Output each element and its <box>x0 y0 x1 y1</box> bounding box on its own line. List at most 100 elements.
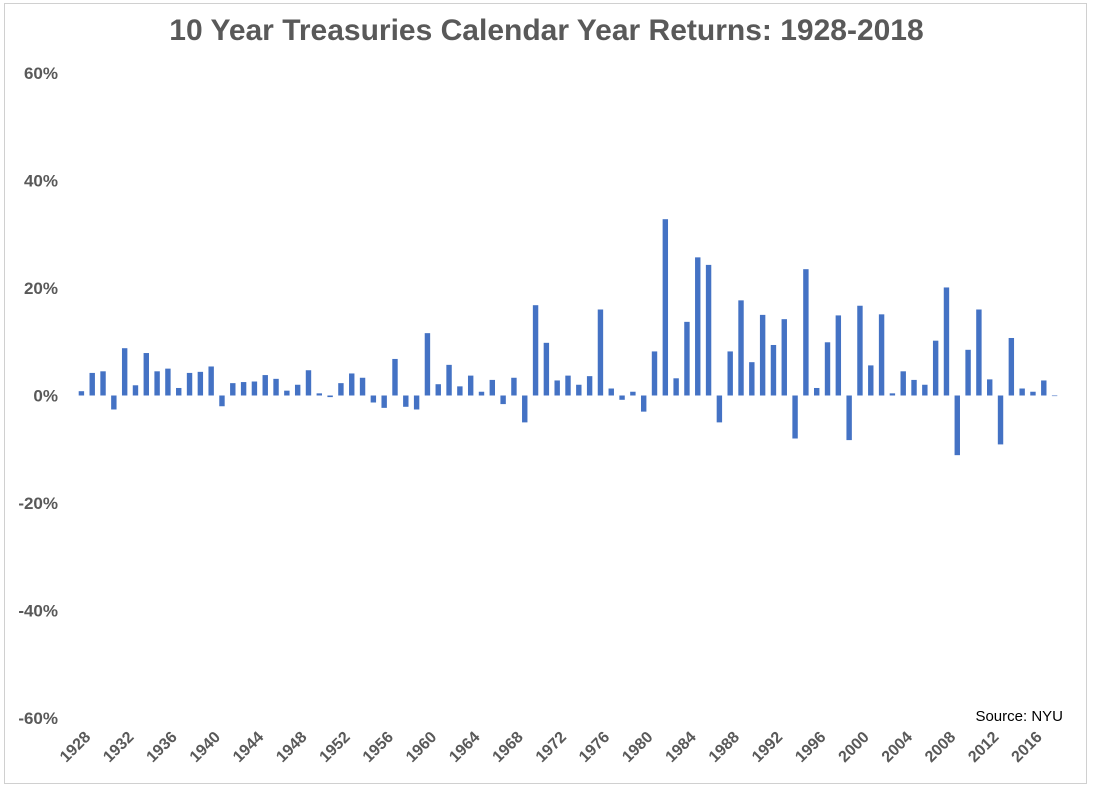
bar-1994 <box>792 395 798 439</box>
bar-1985 <box>695 257 701 396</box>
bar-1952 <box>338 383 344 396</box>
bar-2018 <box>1051 395 1058 397</box>
bar-1995 <box>803 269 809 396</box>
bar-1974 <box>576 384 582 396</box>
bar-1979 <box>630 391 636 396</box>
bar-1997 <box>824 342 831 396</box>
bar-2012 <box>987 379 993 396</box>
bar-1992 <box>770 344 777 396</box>
x-tick-label: 1988 <box>706 729 743 766</box>
bar-1962 <box>446 364 452 396</box>
x-tick-label: 2008 <box>922 729 959 766</box>
bar-1930 <box>100 371 106 396</box>
bar-1966 <box>489 379 496 396</box>
bar-1929 <box>89 372 95 396</box>
bar-1978 <box>619 395 625 400</box>
bar-1959 <box>413 395 420 410</box>
bar-1933 <box>132 385 139 396</box>
bar-1936 <box>165 368 171 396</box>
bar-1988 <box>727 351 733 396</box>
bar-1937 <box>176 387 182 396</box>
bar-1998 <box>835 315 842 396</box>
bar-1956 <box>381 395 387 408</box>
bar-1954 <box>359 377 366 396</box>
bar-1972 <box>554 380 560 396</box>
bar-1935 <box>154 371 160 396</box>
x-tick-label: 1932 <box>100 729 137 766</box>
bar-1944 <box>251 381 258 396</box>
bar-2006 <box>922 384 928 396</box>
y-tick-label: 40% <box>24 172 58 191</box>
bar-1990 <box>749 362 755 396</box>
bar-1939 <box>197 371 204 396</box>
x-tick-label: 1952 <box>317 729 354 766</box>
bar-1973 <box>565 375 571 396</box>
x-tick-label: 1940 <box>187 729 224 766</box>
bar-1996 <box>814 387 820 396</box>
bar-2009 <box>954 395 960 456</box>
bar-1991 <box>759 314 766 396</box>
x-tick-label: 1944 <box>230 729 267 766</box>
x-tick-label: 1976 <box>576 729 613 766</box>
bar-1983 <box>673 378 679 396</box>
bar-1999 <box>846 395 852 441</box>
bar-1993 <box>781 319 787 396</box>
x-tick-label: 1928 <box>57 729 94 766</box>
chart-frame <box>4 3 1087 784</box>
bar-1984 <box>684 321 690 396</box>
x-tick-label: 2004 <box>879 729 916 766</box>
bar-1934 <box>143 353 149 396</box>
y-tick-label: 0% <box>33 387 58 406</box>
bar-series <box>78 219 1058 456</box>
bar-1938 <box>186 372 193 396</box>
bar-1946 <box>273 378 279 396</box>
bar-2007 <box>932 340 939 396</box>
bar-1955 <box>370 395 377 403</box>
bar-2013 <box>997 395 1004 445</box>
bar-2011 <box>976 309 982 396</box>
bar-1980 <box>640 395 647 412</box>
bar-1942 <box>230 383 236 396</box>
bar-1941 <box>219 395 225 407</box>
bar-2000 <box>857 305 863 396</box>
x-tick-label: 1956 <box>360 729 397 766</box>
x-tick-label: 1936 <box>144 729 181 766</box>
x-tick-label: 2012 <box>965 729 1002 766</box>
x-tick-label: 1984 <box>663 729 700 766</box>
bar-2008 <box>943 287 950 396</box>
y-tick-label: 60% <box>24 64 58 83</box>
bar-1961 <box>435 384 441 396</box>
bar-2015 <box>1019 388 1025 396</box>
bar-1977 <box>608 388 614 396</box>
chart-title: 10 Year Treasuries Calendar Year Returns… <box>169 14 924 47</box>
bar-1975 <box>586 376 593 396</box>
x-tick-label: 2016 <box>1009 729 1046 766</box>
bar-1989 <box>738 300 744 396</box>
y-tick-label: -40% <box>18 602 58 621</box>
bar-1976 <box>597 309 604 396</box>
bar-2004 <box>900 371 906 396</box>
x-tick-label: 1964 <box>446 729 483 766</box>
bar-1945 <box>262 375 268 396</box>
bar-1943 <box>240 382 247 396</box>
bar-1949 <box>305 370 312 396</box>
bar-1967 <box>500 395 506 405</box>
bar-1968 <box>511 377 517 396</box>
bar-1931 <box>111 395 117 410</box>
bar-1957 <box>392 358 398 396</box>
bar-2002 <box>878 314 885 396</box>
x-tick-label: 1960 <box>403 729 440 766</box>
bar-1928 <box>78 391 85 396</box>
bar-1963 <box>457 386 463 396</box>
x-tick-label: 1996 <box>792 729 829 766</box>
bar-1947 <box>284 390 290 396</box>
x-tick-label: 1968 <box>490 729 527 766</box>
bar-1971 <box>543 342 550 396</box>
y-tick-label: -60% <box>18 709 58 728</box>
bar-1982 <box>662 219 669 396</box>
bar-2014 <box>1008 337 1015 396</box>
bar-1950 <box>316 393 322 396</box>
x-tick-label: 1972 <box>533 729 570 766</box>
bar-2005 <box>911 379 917 396</box>
